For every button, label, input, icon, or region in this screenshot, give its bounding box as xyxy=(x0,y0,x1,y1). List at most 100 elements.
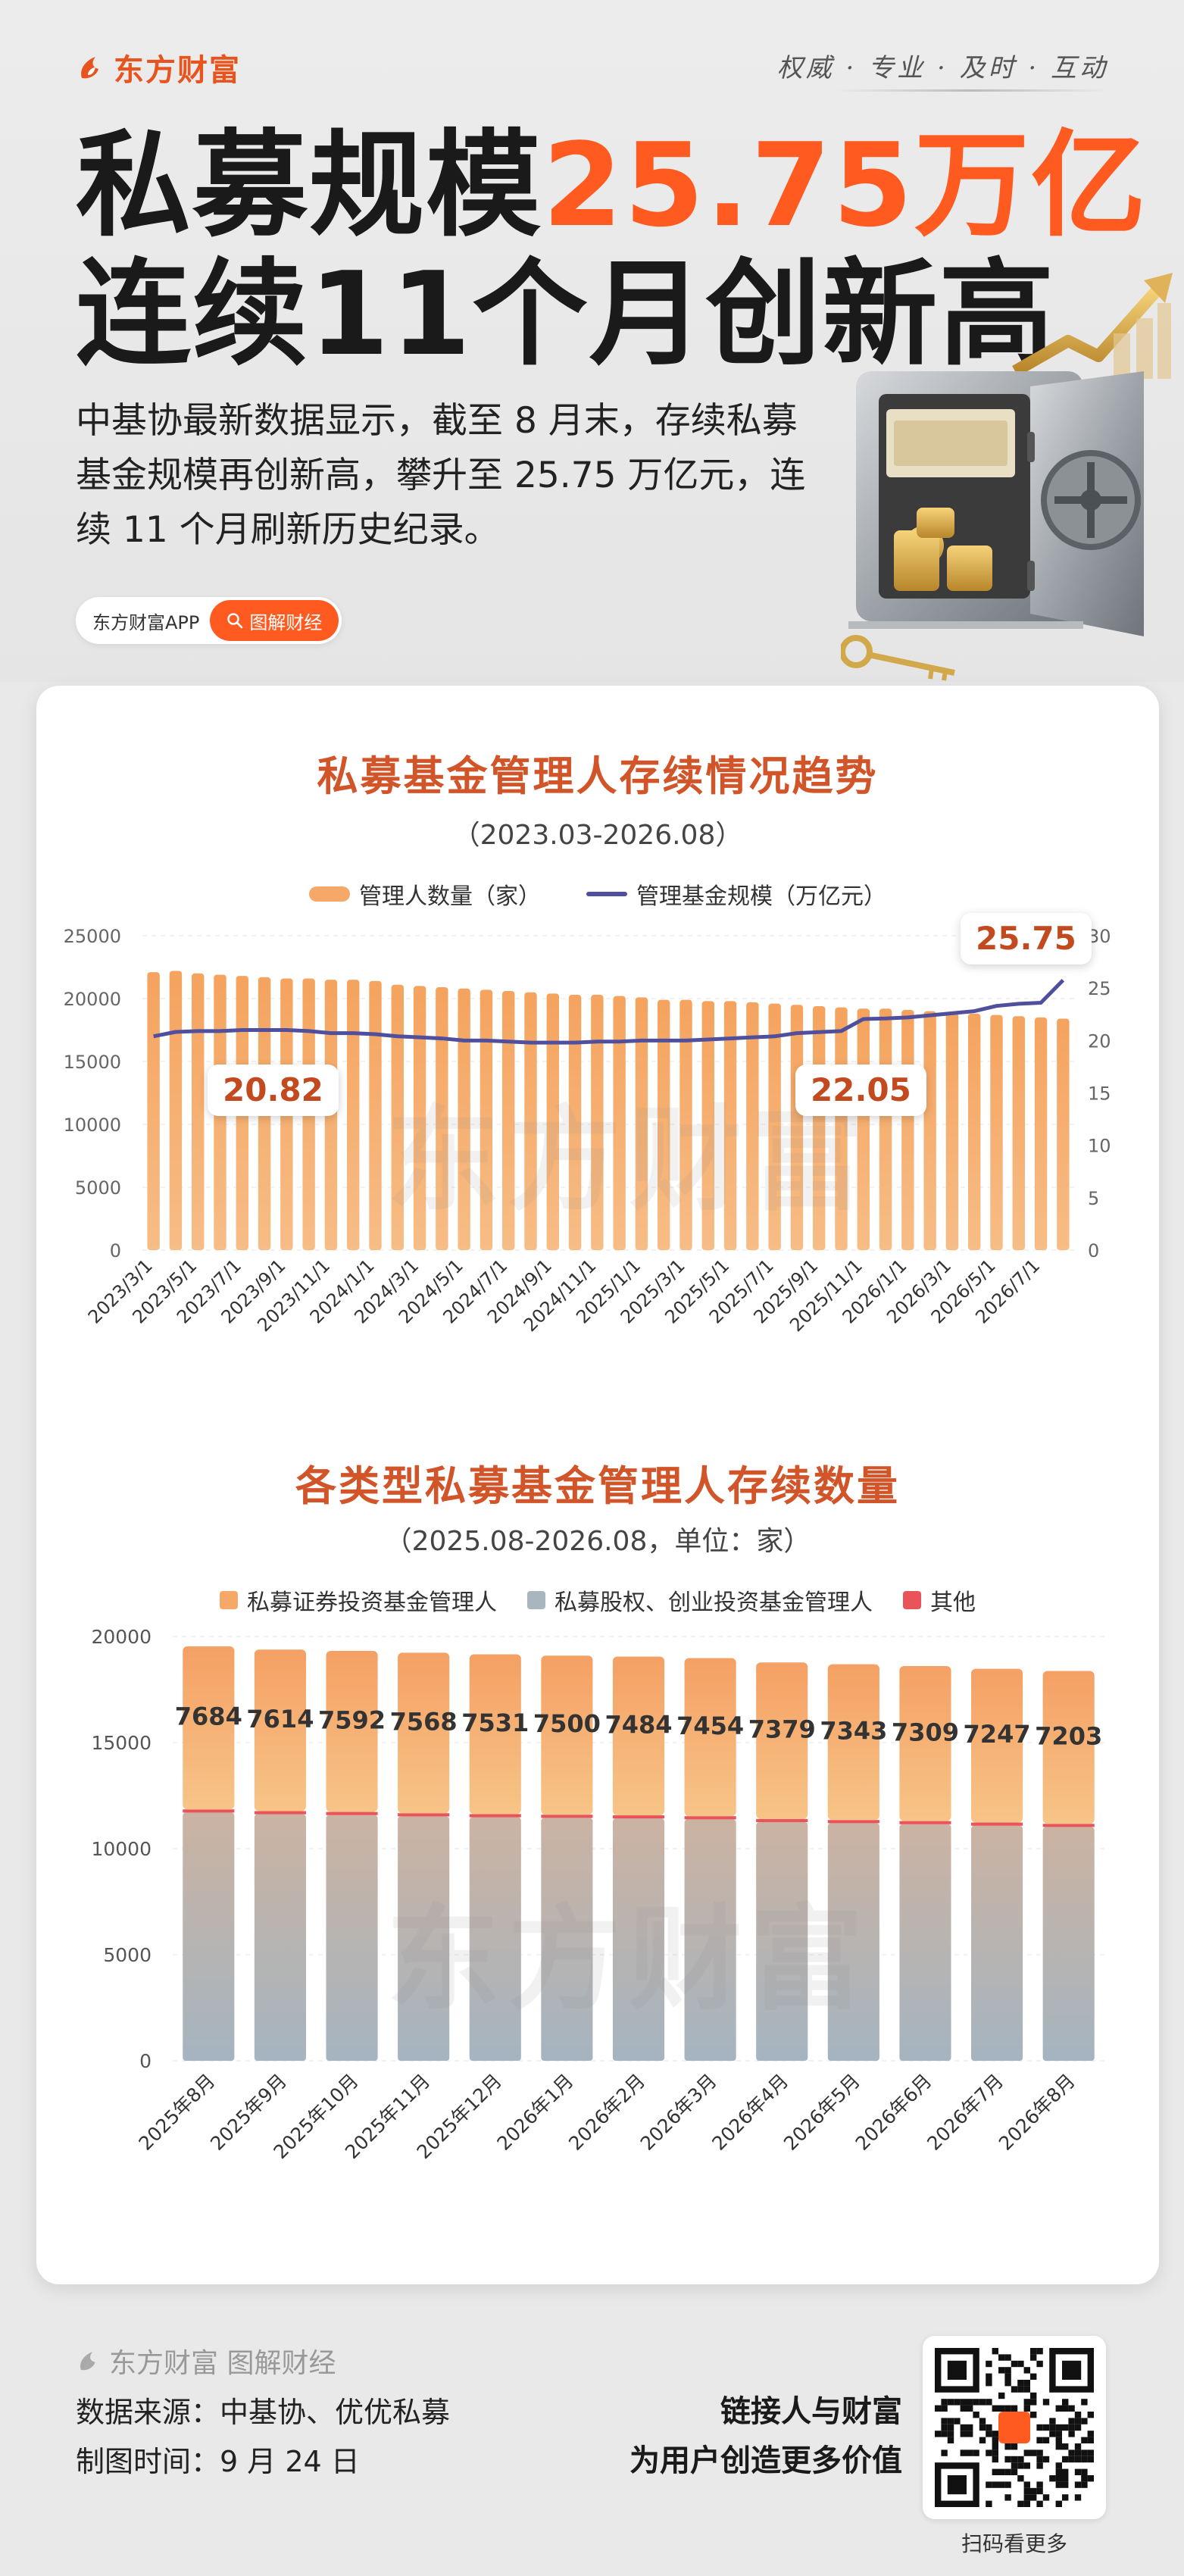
qr-module xyxy=(1081,2399,1088,2406)
qr-module xyxy=(1049,2431,1056,2437)
bar xyxy=(458,988,470,1250)
brand-name: 东方财富 xyxy=(114,53,241,88)
qr-module xyxy=(1074,2412,1082,2418)
qr-finder-core xyxy=(947,2360,967,2380)
qr-module xyxy=(967,2405,973,2412)
qr-module xyxy=(992,2443,998,2450)
x-tick-label: 2026年2月 xyxy=(564,2070,649,2155)
x-tick-label: 2026年1月 xyxy=(493,2070,578,2155)
bar xyxy=(1034,1017,1048,1250)
chart-card: 私募基金管理人存续情况趋势 （2023.03-2026.08） 管理人数量（家）… xyxy=(36,686,1159,2284)
qr-module xyxy=(960,2431,967,2437)
qr-module xyxy=(973,2399,979,2406)
qr-module xyxy=(1004,2494,1011,2501)
qr-module xyxy=(973,2412,979,2418)
series-line xyxy=(153,979,1065,1045)
qr-finder-core xyxy=(947,2475,967,2495)
qr-module xyxy=(1017,2462,1024,2469)
qr-module xyxy=(998,2405,1005,2412)
qr-module xyxy=(998,2392,1005,2399)
legend-other-swatch xyxy=(903,1591,921,1609)
qr-code[interactable] xyxy=(923,2336,1106,2519)
qr-module xyxy=(1011,2360,1018,2368)
pill-tag-button[interactable]: 图解财经 xyxy=(210,600,339,641)
qr-module xyxy=(992,2431,998,2437)
qr-module xyxy=(1030,2354,1037,2361)
qr-module xyxy=(941,2405,948,2412)
data-label: 7614 xyxy=(246,1705,314,1733)
chart1-title: 私募基金管理人存续情况趋势 xyxy=(317,752,879,800)
bar xyxy=(192,973,205,1250)
footer-time: 制图时间：9 月 24 日 xyxy=(76,2445,360,2478)
qr-module xyxy=(1055,2468,1062,2475)
bar-other xyxy=(756,1818,808,1822)
qr-module xyxy=(941,2424,948,2431)
qr-module xyxy=(1030,2399,1037,2406)
y-right-tick-label: 5 xyxy=(1088,1188,1099,1209)
qr-module xyxy=(967,2424,973,2431)
qr-module xyxy=(941,2399,948,2406)
qr-module xyxy=(1030,2348,1037,2355)
chart1-subtitle: （2023.03-2026.08） xyxy=(452,820,743,851)
chart2-legend-other[interactable]: 其他 xyxy=(903,1583,976,1617)
bar-securities xyxy=(684,1658,736,1817)
qr-module xyxy=(1068,2449,1075,2456)
qr-module xyxy=(1023,2399,1030,2406)
qr-module xyxy=(1055,2462,1062,2469)
qr-module xyxy=(1087,2437,1094,2443)
bar xyxy=(524,992,537,1250)
chart1-legend-bar[interactable]: 管理人数量（家） xyxy=(309,877,541,911)
x-tick-label: 2026年3月 xyxy=(636,2070,721,2155)
bar-securities xyxy=(469,1654,521,1815)
bar-other xyxy=(971,1822,1023,1826)
bar-other xyxy=(183,1809,235,1813)
qr-caption: 扫码看更多 xyxy=(961,2531,1067,2556)
qr-module xyxy=(986,2373,992,2380)
qr-module xyxy=(1068,2405,1075,2412)
bar-securities xyxy=(971,1668,1023,1823)
brand-logo[interactable]: 东方财富 xyxy=(76,45,241,89)
qr-module xyxy=(1074,2449,1082,2456)
x-tick-label: 2026年7月 xyxy=(923,2070,1007,2155)
bar xyxy=(169,971,183,1250)
chart2-plot: 0500010000150002000076842025年8月76142025年… xyxy=(91,1626,1104,2163)
bar-equity xyxy=(254,1814,306,2061)
qr-module xyxy=(1042,2437,1050,2443)
qr-module xyxy=(1042,2424,1050,2431)
qr-module xyxy=(1023,2449,1030,2456)
qr-module xyxy=(986,2481,992,2488)
chart2-legend: 私募证券投资基金管理人 私募股权、创业投资基金管理人 其他 xyxy=(36,1583,1159,1617)
slogan-underline xyxy=(836,89,1108,92)
qr-module xyxy=(992,2481,998,2488)
chart2-legend-securities[interactable]: 私募证券投资基金管理人 xyxy=(220,1583,497,1617)
chart2-title: 各类型私募基金管理人存续数量 xyxy=(295,1462,900,1510)
qr-module xyxy=(973,2449,979,2456)
qr-module xyxy=(992,2449,998,2456)
data-label: 7343 xyxy=(820,1716,887,1745)
data-label: 7484 xyxy=(604,1710,672,1739)
qr-module xyxy=(1030,2392,1037,2399)
headline-accent: 25.75万亿 xyxy=(542,118,1148,252)
bar-securities xyxy=(541,1655,593,1815)
bar-equity xyxy=(756,1822,808,2061)
y-left-tick-label: 15000 xyxy=(64,1052,121,1073)
app-pill[interactable]: 东方财富APP 图解财经 xyxy=(76,597,342,644)
qr-module xyxy=(947,2431,954,2437)
chart1-legend-line[interactable]: 管理基金规模（万亿元） xyxy=(586,877,886,911)
qr-module xyxy=(935,2405,942,2412)
qr-module xyxy=(992,2348,998,2355)
qr-module xyxy=(1055,2475,1062,2482)
bar xyxy=(746,1002,759,1250)
bar xyxy=(679,999,692,1250)
qr-module xyxy=(1068,2431,1075,2437)
chart2-legend-equity[interactable]: 私募股权、创业投资基金管理人 xyxy=(527,1583,873,1617)
qr-module xyxy=(954,2418,961,2424)
footer-source: 数据来源：中基协、优优私募 xyxy=(76,2396,451,2429)
legend-bar-swatch xyxy=(309,886,350,902)
chart2-subtitle: （2025.08-2026.08，单位：家） xyxy=(384,1526,811,1557)
qr-module xyxy=(1049,2424,1056,2431)
qr-code-icon xyxy=(935,2348,1094,2507)
bar xyxy=(1057,1018,1070,1250)
qr-module xyxy=(1017,2380,1024,2387)
qr-module xyxy=(960,2424,967,2431)
